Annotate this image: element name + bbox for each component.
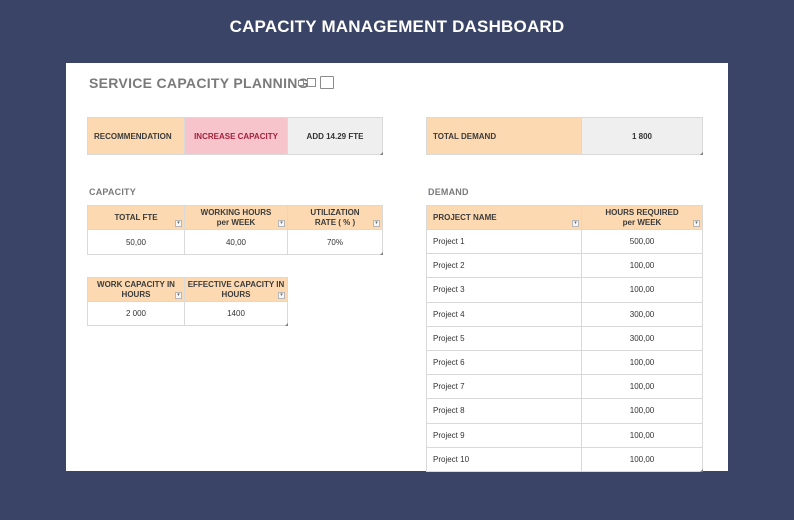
recommendation-action[interactable]: ADD 14.29 FTE <box>287 117 383 155</box>
table-row: Project 1 500,00 <box>426 228 703 255</box>
header-total-fte-label: TOTAL FTE <box>114 212 158 222</box>
header-work-capacity-sublabel: HOURS <box>121 289 151 299</box>
recommendation-action-text: ADD 14.29 FTE <box>306 131 364 141</box>
header-effective-capacity-sublabel: HOURS <box>221 289 251 299</box>
table-row: Project 7 100,00 <box>426 374 703 400</box>
capacity-table: TOTAL FTE ▾ WORKING HOURS per WEEK ▾ UTILIZ… <box>87 205 383 255</box>
hours-required-cell[interactable]: 100,00 <box>581 398 703 424</box>
table-row: Project 2 100,00 <box>426 253 703 279</box>
table-resize-handle[interactable] <box>380 152 383 155</box>
project-name-cell[interactable]: Project 10 <box>426 446 582 472</box>
utilization-value: 70% <box>326 237 343 247</box>
demand-table-body: Project 1 500,00 Project 2 100,00 Project 3 1… <box>426 228 703 472</box>
table-resize-handle[interactable] <box>700 152 703 155</box>
table-row: Project 3 100,00 <box>426 277 703 303</box>
header-working-hours[interactable]: WORKING HOURS per WEEK ▾ <box>184 205 288 230</box>
table-row: Project 9 100,00 <box>426 422 703 448</box>
hours-required-cell[interactable]: 100,00 <box>581 422 703 448</box>
recommendation-value[interactable]: INCREASE CAPACITY <box>184 117 288 155</box>
hours-required-cell[interactable]: 300,00 <box>581 325 703 351</box>
table-row: Project 10 100,00 <box>426 446 703 472</box>
demand-table: PROJECT NAME ▾ HOURS REQUIRED per WEEK ▾ Pr… <box>426 205 703 472</box>
header-total-fte[interactable]: TOTAL FTE ▾ <box>87 205 185 230</box>
header-work-capacity[interactable]: WORK CAPACITY IN HOURS ▾ <box>87 277 185 302</box>
dropdown-icon[interactable]: ▾ <box>572 220 579 227</box>
header-project-name[interactable]: PROJECT NAME ▾ <box>426 205 582 230</box>
project-name-cell[interactable]: Project 6 <box>426 349 582 376</box>
hours-required-value: 100,00 <box>629 454 655 464</box>
header-utilization-rate[interactable]: UTILIZATION RATE ( % ) ▾ <box>287 205 383 230</box>
total-demand-table: TOTAL DEMAND 1 800 <box>426 117 703 155</box>
hours-required-cell[interactable]: 500,00 <box>581 228 703 255</box>
hours-required-value: 100,00 <box>629 358 655 368</box>
recommendation-table: RECOMMENDATION INCREASE CAPACITY ADD 14.… <box>87 117 383 155</box>
small-square-icon <box>298 80 304 86</box>
dropdown-icon[interactable]: ▾ <box>175 220 182 227</box>
header-project-name-label: PROJECT NAME <box>433 212 497 222</box>
work-capacity-table: WORK CAPACITY IN HOURS ▾ EFFECTIVE CAPACIT… <box>87 277 288 326</box>
total-demand-value-text: 1 800 <box>631 131 653 141</box>
hours-required-cell[interactable]: 300,00 <box>581 301 703 327</box>
project-name-cell[interactable]: Project 8 <box>426 398 582 424</box>
large-square-icon <box>320 76 334 89</box>
table-row: Project 8 100,00 <box>426 398 703 424</box>
header-hours-required-label: HOURS REQUIRED <box>605 207 679 217</box>
total-demand-value[interactable]: 1 800 <box>581 117 703 155</box>
table-row: Project 4 300,00 <box>426 301 703 327</box>
header-working-hours-sublabel: per WEEK <box>216 217 256 227</box>
hours-required-cell[interactable]: 100,00 <box>581 349 703 376</box>
project-name-cell[interactable]: Project 3 <box>426 277 582 303</box>
hours-required-cell[interactable]: 100,00 <box>581 446 703 472</box>
capacity-section-label: CAPACITY <box>89 187 136 197</box>
hours-required-value: 300,00 <box>629 309 655 319</box>
header-hours-required-sublabel: per WEEK <box>622 217 662 227</box>
header-hours-required[interactable]: HOURS REQUIRED per WEEK ▾ <box>581 205 703 230</box>
dropdown-icon[interactable]: ▾ <box>693 220 700 227</box>
header-effective-capacity-label: EFFECTIVE CAPACITY IN <box>187 279 285 289</box>
table-row: Project 6 100,00 <box>426 349 703 376</box>
effective-capacity-value: 1400 <box>227 309 245 318</box>
table-resize-handle[interactable] <box>700 468 703 472</box>
hours-required-value: 100,00 <box>629 285 655 295</box>
header-utilization-label: UTILIZATION <box>310 207 360 217</box>
working-hours-cell[interactable]: 40,00 <box>184 229 288 255</box>
table-row: Project 5 300,00 <box>426 325 703 351</box>
dropdown-icon[interactable]: ▾ <box>373 220 380 227</box>
project-name-cell[interactable]: Project 4 <box>426 301 582 327</box>
hours-required-value: 300,00 <box>629 333 655 343</box>
header-effective-capacity[interactable]: EFFECTIVE CAPACITY IN HOURS ▾ <box>184 277 288 302</box>
recommendation-label: RECOMMENDATION <box>87 117 185 155</box>
hours-required-value: 100,00 <box>629 382 655 392</box>
spreadsheet-sheet: SERVICE CAPACITY PLANNING RECOMMENDATION… <box>66 63 728 472</box>
table-resize-handle[interactable] <box>285 323 288 326</box>
project-name-cell[interactable]: Project 5 <box>426 325 582 351</box>
hours-required-value: 100,00 <box>629 261 655 271</box>
dropdown-icon[interactable]: ▾ <box>175 292 182 299</box>
page-title: CAPACITY MANAGEMENT DASHBOARD <box>229 17 565 36</box>
table-resize-handle[interactable] <box>380 252 383 255</box>
demand-section-label: DEMAND <box>428 187 469 197</box>
project-name-cell[interactable]: Project 9 <box>426 422 582 448</box>
header-work-capacity-label: WORK CAPACITY IN <box>97 279 175 289</box>
hours-required-value: 100,00 <box>629 430 655 440</box>
header-utilization-sublabel: RATE ( % ) <box>314 217 356 227</box>
dropdown-icon[interactable]: ▾ <box>278 220 285 227</box>
project-name-cell[interactable]: Project 1 <box>426 228 582 255</box>
utilization-cell[interactable]: 70% <box>287 229 383 255</box>
dropdown-icon[interactable]: ▾ <box>278 292 285 299</box>
total-fte-cell[interactable]: 50,00 <box>87 229 185 255</box>
project-name-cell[interactable]: Project 2 <box>426 253 582 279</box>
sheet-title: SERVICE CAPACITY PLANNING <box>89 75 309 91</box>
hours-required-cell[interactable]: 100,00 <box>581 253 703 279</box>
header-working-hours-label: WORKING HOURS <box>200 207 272 217</box>
project-name-cell[interactable]: Project 7 <box>426 374 582 400</box>
effective-capacity-cell[interactable]: 1400 <box>184 301 288 326</box>
work-capacity-cell[interactable]: 2 000 <box>87 301 185 326</box>
hours-required-value: 100,00 <box>629 406 655 416</box>
total-demand-label: TOTAL DEMAND <box>426 117 582 155</box>
hours-required-cell[interactable]: 100,00 <box>581 374 703 400</box>
medium-square-icon <box>307 78 316 87</box>
hours-required-value: 500,00 <box>629 237 655 247</box>
hours-required-cell[interactable]: 100,00 <box>581 277 703 303</box>
